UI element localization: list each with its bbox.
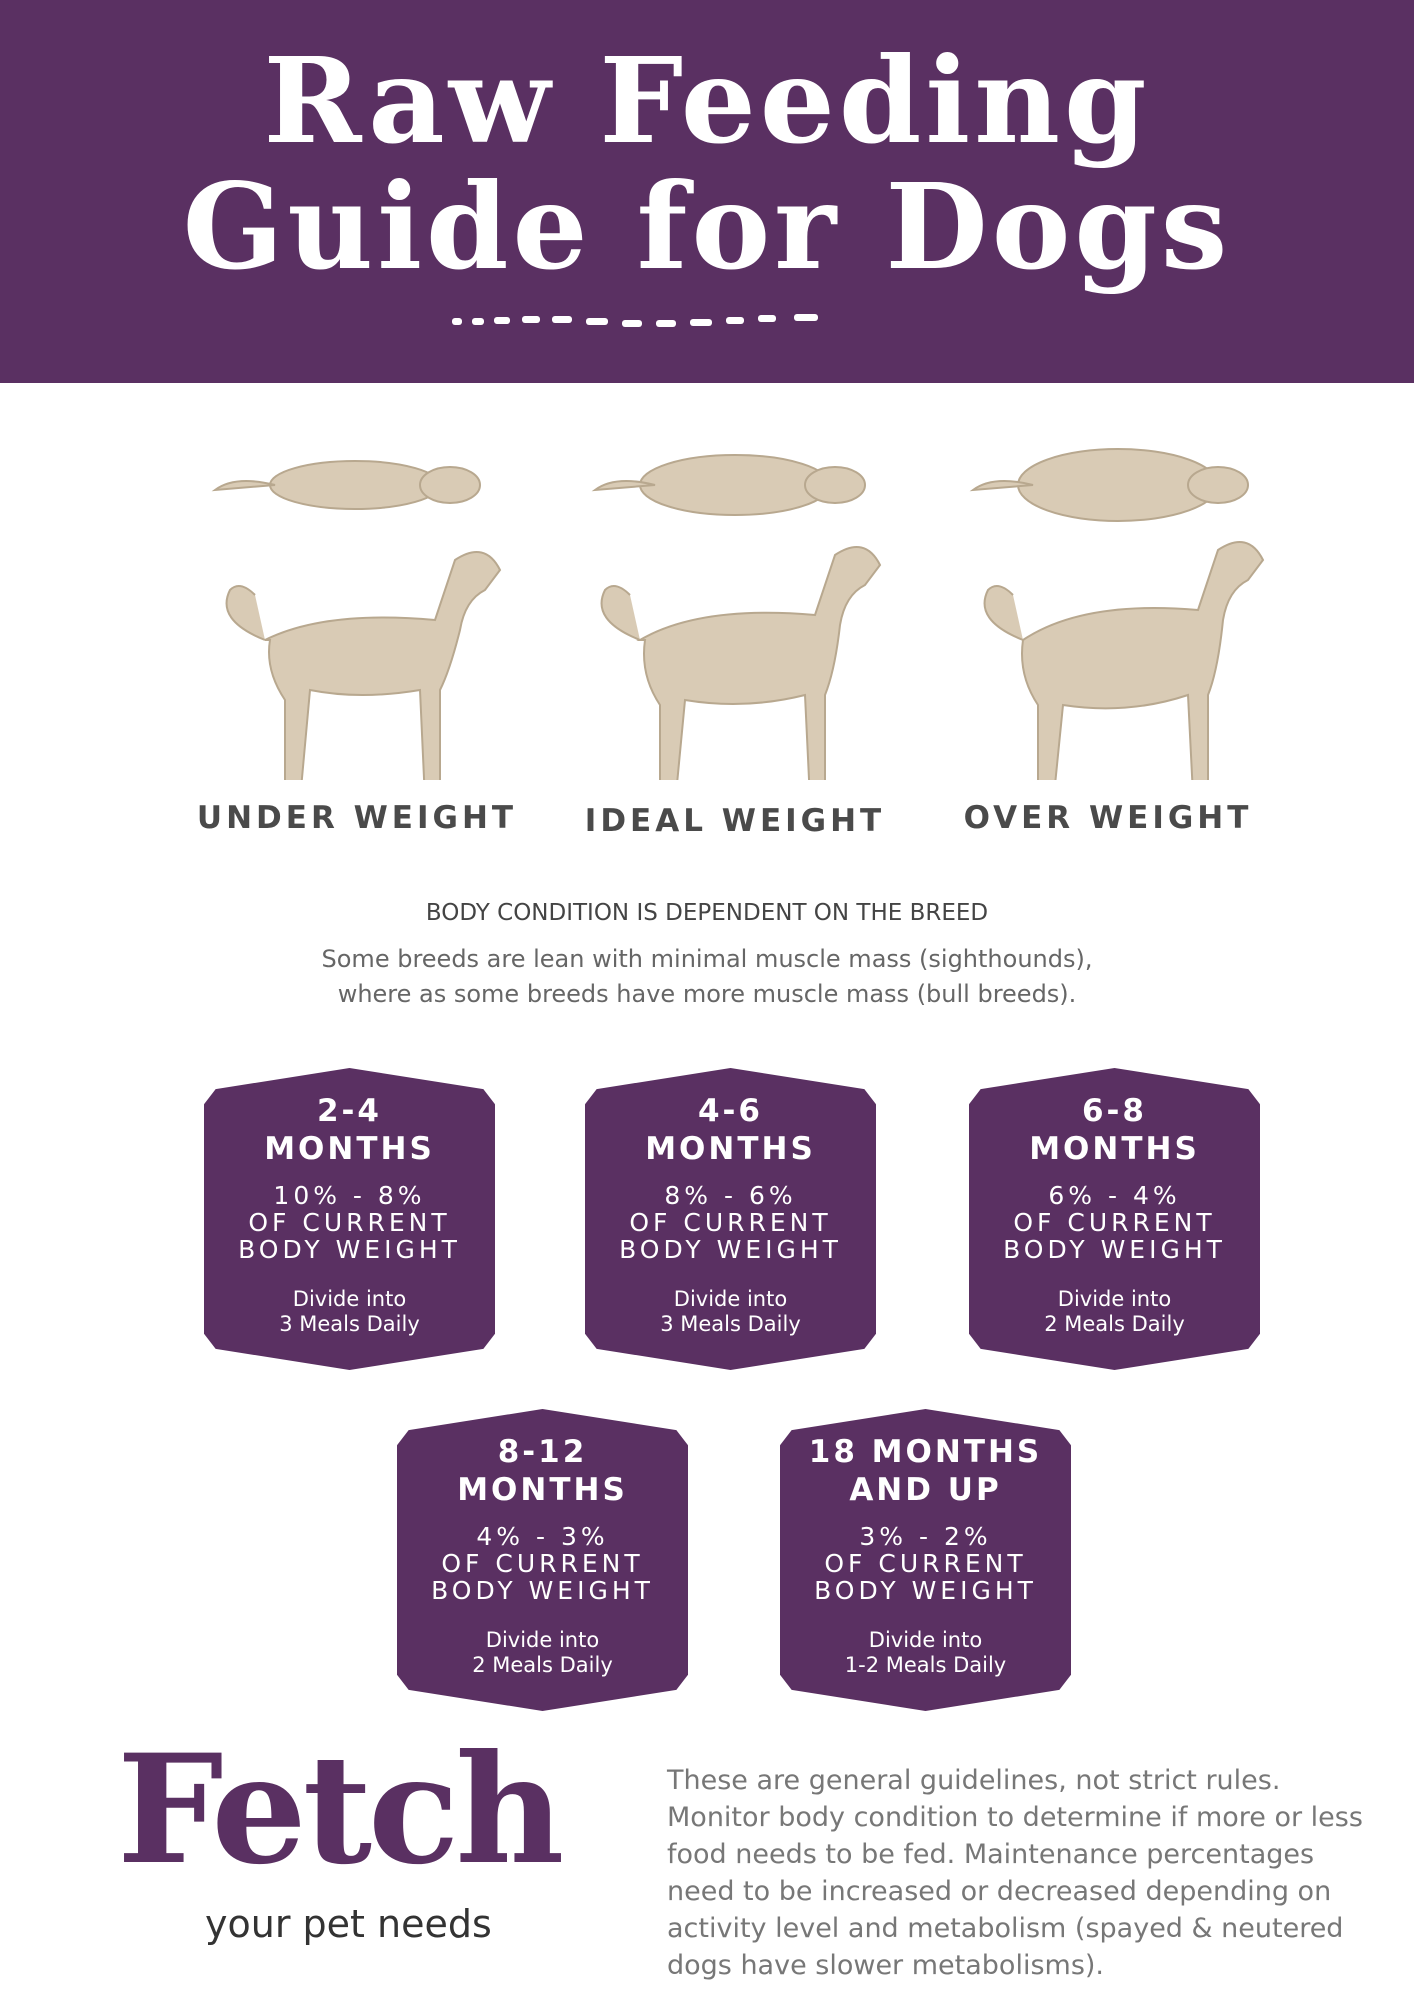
meals-daily: 3 Meals Daily <box>279 1312 420 1336</box>
fetch-logo: Fetch <box>117 1722 564 1898</box>
percentage: 8% - 6% <box>664 1181 797 1210</box>
percentage: 6% - 4% <box>1048 1181 1181 1210</box>
body-weight: BODY WEIGHT <box>238 1235 461 1264</box>
percentage: 10% - 8% <box>273 1181 426 1210</box>
logo-tagline: your pet needs <box>205 1902 492 1946</box>
feeding-badge: 18 MONTHS AND UP 3% - 2% OF CURRENT BODY WE… <box>780 1409 1071 1711</box>
body-weight: BODY WEIGHT <box>814 1576 1037 1605</box>
feeding-badge: 6-8 MONTHS 6% - 4% OF CURRENT BODY WEIGHT D… <box>969 1068 1260 1370</box>
ideal-weight-label: IDEAL WEIGHT <box>584 803 886 839</box>
of-current: OF CURRENT <box>629 1208 832 1237</box>
meals-daily: 2 Meals Daily <box>472 1653 613 1677</box>
age-range: 4-6 <box>697 1093 763 1129</box>
divide-into: Divide into <box>485 1628 600 1652</box>
header-banner: Raw Feeding Guide for Dogs <box>0 0 1414 383</box>
age-range: 8-12 <box>497 1434 588 1470</box>
body-weight: BODY WEIGHT <box>1003 1235 1226 1264</box>
footer-note: These are general guidelines, not strict… <box>667 1765 1363 1981</box>
feeding-badge: 4-6 MONTHS 8% - 6% OF CURRENT BODY WEIGHT D… <box>585 1068 876 1370</box>
body-condition-line: Some breeds are lean with minimal muscle… <box>321 945 1093 973</box>
divide-into: Divide into <box>292 1287 407 1311</box>
meals-daily: 2 Meals Daily <box>1044 1312 1185 1336</box>
age-unit: MONTHS <box>645 1131 816 1167</box>
age-range: 6-8 <box>1081 1093 1147 1129</box>
body-weight: BODY WEIGHT <box>619 1235 842 1264</box>
age-unit: MONTHS <box>1029 1131 1200 1167</box>
overweight-dog-illustration <box>969 448 1265 780</box>
divide-into: Divide into <box>1057 1287 1172 1311</box>
feeding-badge: 2-4 MONTHS 10% - 8% OF CURRENT BODY WEIGHT … <box>204 1068 495 1370</box>
body-condition-title: BODY CONDITION IS DEPENDENT ON THE BREED <box>425 900 989 926</box>
page-title-line2: Guide for Dogs <box>182 157 1232 296</box>
overweight-label: OVER WEIGHT <box>963 800 1253 836</box>
divide-into: Divide into <box>673 1287 788 1311</box>
underweight-dog-illustration <box>211 460 502 780</box>
underweight-label: UNDER WEIGHT <box>196 800 518 836</box>
dashed-divider <box>452 314 818 327</box>
percentage: 4% - 3% <box>476 1522 609 1551</box>
of-current: OF CURRENT <box>248 1208 451 1237</box>
percentage: 3% - 2% <box>859 1522 992 1551</box>
meals-daily: 3 Meals Daily <box>660 1312 801 1336</box>
age-range: 18 MONTHS <box>808 1434 1043 1470</box>
age-unit: MONTHS <box>457 1472 628 1508</box>
age-range: 2-4 <box>316 1093 382 1129</box>
divide-into: Divide into <box>868 1628 983 1652</box>
of-current: OF CURRENT <box>824 1549 1027 1578</box>
age-unit: MONTHS <box>264 1131 435 1167</box>
page-title-line1: Raw Feeding <box>263 31 1151 170</box>
ideal-weight-dog-illustration <box>591 454 882 780</box>
body-weight: BODY WEIGHT <box>431 1576 654 1605</box>
of-current: OF CURRENT <box>441 1549 644 1578</box>
meals-daily: 1-2 Meals Daily <box>844 1653 1007 1677</box>
of-current: OF CURRENT <box>1013 1208 1216 1237</box>
feeding-badge: 8-12 MONTHS 4% - 3% OF CURRENT BODY WEIGHT … <box>397 1409 688 1711</box>
body-condition-text: Some breeds are lean with minimal muscle… <box>0 942 1414 1012</box>
body-condition-line: where as some breeds have more muscle ma… <box>337 980 1077 1008</box>
age-unit: AND UP <box>849 1472 1002 1508</box>
